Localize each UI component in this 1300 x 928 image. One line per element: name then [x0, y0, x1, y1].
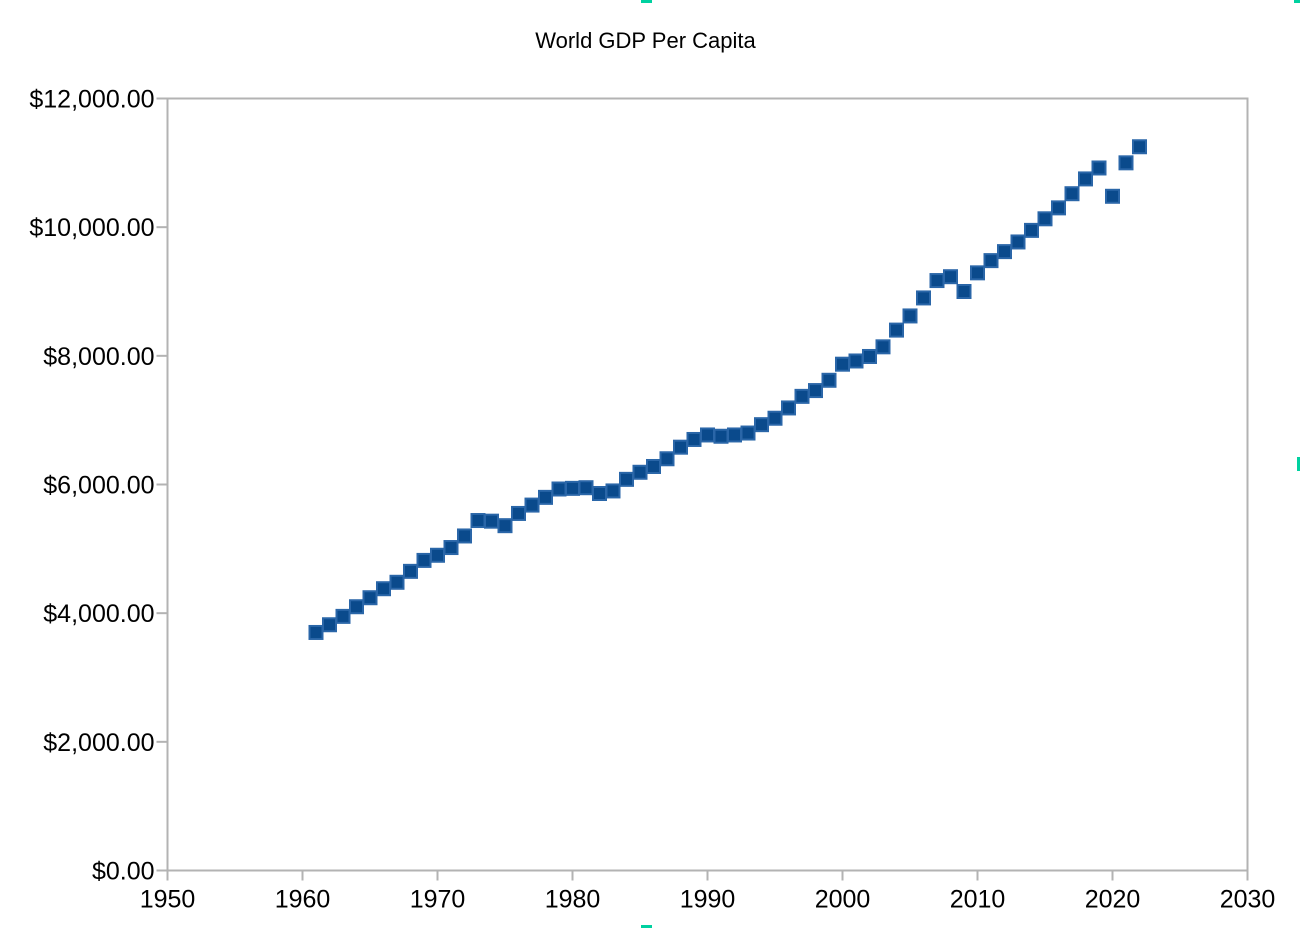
data-point	[551, 481, 567, 497]
selection-handle-top-right[interactable]	[1294, 0, 1300, 3]
data-point	[943, 269, 958, 285]
x-tick-label: 2000	[815, 886, 871, 914]
data-point	[389, 574, 405, 590]
selection-handle-bottom[interactable]	[641, 925, 652, 928]
data-point	[781, 400, 796, 416]
data-point	[457, 528, 472, 544]
x-tick-label: 1980	[545, 886, 601, 914]
data-point	[1105, 188, 1120, 204]
selection-handle-right[interactable]	[1297, 457, 1300, 471]
data-point	[929, 273, 945, 289]
data-point	[592, 486, 607, 502]
data-point	[619, 471, 634, 487]
data-point	[632, 464, 648, 480]
data-point	[511, 505, 526, 521]
data-point	[646, 458, 661, 474]
data-point	[673, 439, 688, 455]
data-point	[578, 480, 594, 496]
y-axis: $0.00 $2,000.00 $4,000.00 $6,000.00 $8,000.0…	[29, 86, 168, 886]
data-point	[1118, 155, 1134, 171]
data-point	[1010, 234, 1026, 250]
data-point	[605, 483, 621, 499]
y-tick-label: $4,000.00	[43, 600, 154, 628]
data-point	[430, 547, 445, 563]
data-point	[983, 253, 999, 269]
data-point	[970, 265, 985, 281]
data-point	[848, 353, 864, 369]
data-point	[470, 513, 486, 529]
data-point	[538, 489, 553, 505]
data-point	[308, 624, 324, 640]
data-point	[808, 383, 823, 399]
data-point	[902, 308, 918, 324]
data-point	[362, 590, 378, 606]
chart-title: World GDP Per Capita	[535, 28, 756, 53]
plot-area-border	[166, 97, 1249, 872]
data-point	[1037, 211, 1053, 227]
y-tick-label: $2,000.00	[43, 729, 154, 757]
y-tick-label: $10,000.00	[29, 214, 154, 242]
x-axis: 1950 1960 1970 1980 1990 2000 2010 2020 2030	[140, 870, 1276, 914]
data-point	[403, 563, 418, 579]
data-point	[335, 608, 351, 624]
data-point	[497, 518, 513, 534]
data-point	[484, 513, 499, 529]
x-tick-label: 1950	[140, 886, 196, 914]
data-point	[767, 410, 783, 426]
data-point	[1091, 160, 1107, 176]
data-point	[821, 372, 837, 388]
data-point	[835, 356, 850, 372]
data-point	[1132, 139, 1147, 155]
data-point	[659, 451, 675, 467]
data-point	[916, 290, 931, 306]
x-tick-label: 2010	[950, 886, 1006, 914]
data-point	[443, 540, 459, 556]
x-tick-label: 1970	[410, 886, 466, 914]
data-point	[700, 427, 715, 443]
data-point	[376, 581, 391, 597]
data-point	[862, 348, 877, 364]
data-point	[322, 617, 337, 633]
data-point	[889, 322, 904, 338]
x-tick-label: 1990	[680, 886, 736, 914]
data-point	[754, 417, 769, 433]
data-point	[686, 431, 702, 447]
y-tick-label: $6,000.00	[43, 472, 154, 500]
y-tick-label: $8,000.00	[43, 343, 154, 371]
data-point	[565, 480, 580, 496]
data-point	[1064, 186, 1080, 202]
y-tick-label: $0.00	[92, 858, 155, 886]
x-tick-label: 1960	[275, 886, 331, 914]
data-point	[875, 339, 891, 355]
data-point	[713, 428, 729, 444]
data-point	[997, 244, 1012, 260]
data-point	[727, 427, 742, 443]
selection-handle-top[interactable]	[641, 0, 652, 3]
data-series	[308, 139, 1147, 640]
data-point	[1024, 222, 1039, 238]
data-point	[349, 599, 364, 615]
x-tick-label: 2030	[1220, 886, 1276, 914]
data-point	[416, 552, 432, 568]
data-point	[740, 425, 756, 441]
data-point	[794, 388, 810, 404]
data-point	[524, 497, 540, 513]
y-tick-label: $12,000.00	[29, 86, 154, 114]
data-point	[1051, 200, 1066, 216]
x-tick-label: 2020	[1085, 886, 1141, 914]
data-point	[956, 284, 972, 299]
data-point	[1078, 171, 1093, 187]
